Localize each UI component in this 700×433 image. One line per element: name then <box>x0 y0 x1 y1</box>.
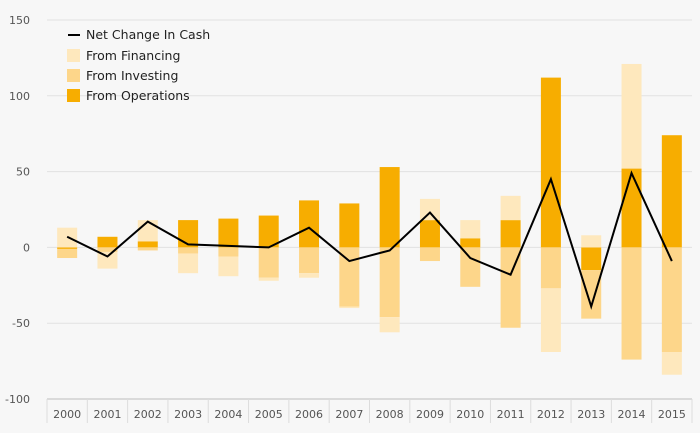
legend-swatch-operations <box>67 89 80 102</box>
x-tick-label: 2011 <box>497 408 525 421</box>
bar-from-investing-2001 <box>97 247 118 252</box>
x-tick-label: 2004 <box>214 408 242 421</box>
bar-from-financing-2008 <box>379 317 400 333</box>
bar-from-operations-2010 <box>460 238 481 248</box>
bar-from-financing-2009 <box>419 198 440 221</box>
bar-from-financing-2001 <box>97 251 118 269</box>
bar-from-financing-2011 <box>500 195 521 221</box>
bar-from-operations-2008 <box>379 167 400 248</box>
bar-from-operations-2012 <box>540 77 561 248</box>
x-tick-label: 2010 <box>456 408 484 421</box>
bar-from-financing-2004 <box>218 256 239 277</box>
bar-from-operations-2015 <box>661 135 682 248</box>
y-tick-label: -100 <box>5 393 30 406</box>
x-tick-label: 2000 <box>53 408 81 421</box>
bar-from-investing-2015 <box>661 247 682 353</box>
y-tick-label: 50 <box>16 166 30 179</box>
bar-from-operations-2001 <box>97 236 118 248</box>
bar-from-financing-2010 <box>460 220 481 239</box>
bar-from-operations-2007 <box>339 203 360 248</box>
bar-from-operations-2006 <box>299 200 320 248</box>
bar-from-financing-2012 <box>540 288 561 353</box>
bar-from-financing-2005 <box>258 277 279 281</box>
x-tick-label: 2006 <box>295 408 323 421</box>
bar-from-investing-2006 <box>299 247 320 274</box>
bars <box>57 63 682 375</box>
x-tick-label: 2015 <box>658 408 686 421</box>
x-tick-label: 2008 <box>376 408 404 421</box>
bar-from-financing-2007 <box>339 306 360 309</box>
x-tick-label: 2007 <box>335 408 363 421</box>
bar-from-financing-2014 <box>621 63 642 169</box>
bar-from-investing-2005 <box>258 247 279 278</box>
bar-from-operations-2009 <box>419 220 440 248</box>
bar-from-financing-2006 <box>299 273 320 278</box>
x-tick-label: 2014 <box>618 408 646 421</box>
bar-from-investing-2012 <box>540 247 561 289</box>
y-axis: 150 100 50 0 -50 -100 <box>5 14 30 406</box>
legend-label-net-change: Net Change In Cash <box>86 27 210 42</box>
bar-from-financing-2015 <box>661 352 682 375</box>
bar-from-operations-2005 <box>258 215 279 248</box>
legend-label-operations: From Operations <box>86 88 190 103</box>
x-tick-label: 2009 <box>416 408 444 421</box>
legend: Net Change In Cash From Financing From I… <box>67 27 210 103</box>
bar-from-operations-2011 <box>500 220 521 248</box>
net-change-line-layer <box>66 170 673 310</box>
x-axis: 2000 2001 2002 2003 2004 2005 2006 2007 2008 2009… <box>46 398 693 423</box>
bar-from-investing-2014 <box>621 247 642 360</box>
bar-from-investing-2013 <box>581 270 602 319</box>
legend-label-financing: From Financing <box>86 48 180 63</box>
x-tick-label: 2012 <box>537 408 565 421</box>
x-tick-label: 2002 <box>134 408 162 421</box>
x-tick-label: 2013 <box>577 408 605 421</box>
bar-from-investing-2003 <box>178 247 199 254</box>
y-tick-label: 150 <box>9 14 30 27</box>
bar-from-investing-2007 <box>339 247 360 307</box>
x-tick-label: 2003 <box>174 408 202 421</box>
legend-swatch-financing <box>67 49 80 62</box>
y-tick-label: 0 <box>23 241 30 254</box>
legend-swatch-investing <box>67 69 80 82</box>
bar-from-financing-2002 <box>137 220 158 242</box>
net-change-line <box>66 170 673 310</box>
bar-from-operations-2013 <box>581 247 602 271</box>
bar-from-investing-2009 <box>419 247 440 262</box>
bar-from-financing-2013 <box>581 235 602 248</box>
bar-from-financing-2003 <box>178 253 199 274</box>
bar-from-investing-2008 <box>379 247 400 318</box>
bar-from-investing-2000 <box>57 248 78 259</box>
bar-from-operations-2002 <box>137 241 158 248</box>
x-tick-label: 2005 <box>255 408 283 421</box>
y-tick-label: 100 <box>9 90 30 103</box>
legend-label-investing: From Investing <box>86 68 178 83</box>
y-tick-label: -50 <box>12 317 30 330</box>
bar-from-operations-2014 <box>621 168 642 248</box>
bar-from-operations-2004 <box>218 218 239 248</box>
bar-from-investing-2002 <box>137 247 158 251</box>
x-tick-label: 2001 <box>93 408 121 421</box>
bar-from-operations-2000 <box>57 247 78 249</box>
bar-from-investing-2004 <box>218 247 239 257</box>
bar-from-investing-2010 <box>460 247 481 287</box>
bar-from-investing-2011 <box>500 247 521 328</box>
